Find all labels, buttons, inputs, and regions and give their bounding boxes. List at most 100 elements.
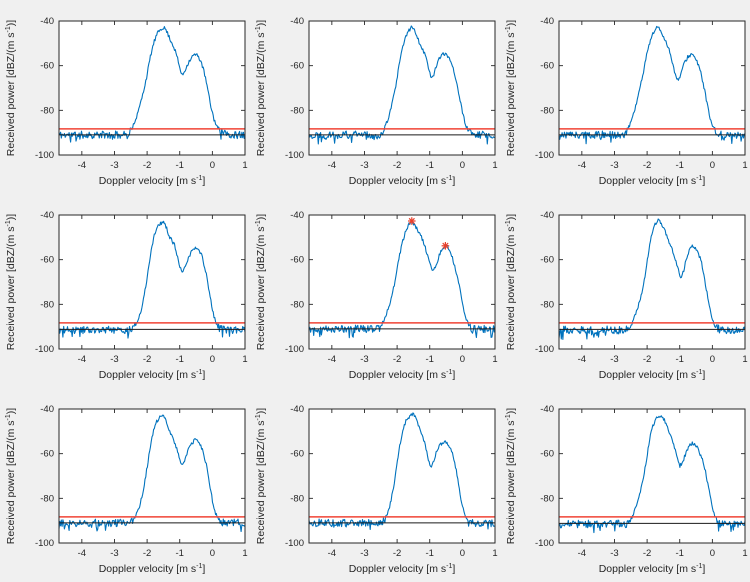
x-tick-label: -2 xyxy=(643,354,651,365)
axes-box xyxy=(558,20,746,156)
subplot-svg: -4 -3 -2 -1 0 1 -100 -80 -60 -40 Doppler velocity … xyxy=(255,16,498,187)
x-tick-label: -1 xyxy=(176,354,184,365)
y-tick-label: -100 xyxy=(285,150,304,161)
plot-area xyxy=(309,409,495,543)
axes-box xyxy=(58,20,246,156)
axes-box xyxy=(558,214,746,350)
x-tick-label: -4 xyxy=(328,160,336,171)
y-axis-label: Received power [dBZ/(m s-1)] xyxy=(255,20,267,156)
x-tick-label: -3 xyxy=(610,160,618,171)
x-tick-label: -3 xyxy=(110,354,118,365)
x-tick-label: -4 xyxy=(78,548,86,559)
x-axis-label: Doppler velocity [m s-1] xyxy=(349,563,456,575)
subplot-r1c2: -4 -3 -2 -1 0 1 -100 -80 -60 -40 Doppler velocity … xyxy=(250,0,500,194)
plot-area xyxy=(59,21,245,155)
x-tick-label: 1 xyxy=(742,354,747,365)
y-tick-label: -60 xyxy=(540,255,554,266)
x-tick-label: -1 xyxy=(676,354,684,365)
x-tick-label: 0 xyxy=(710,160,715,171)
y-tick-label: -40 xyxy=(40,210,54,221)
y-tick-label: -80 xyxy=(290,493,304,504)
x-tick-label: -4 xyxy=(78,160,86,171)
axes-box xyxy=(308,408,496,544)
y-tick-label: -60 xyxy=(540,61,554,72)
x-axis-label: Doppler velocity [m s-1] xyxy=(599,563,706,575)
x-tick-label: -1 xyxy=(176,160,184,171)
y-tick-label: -100 xyxy=(535,538,554,549)
axes-box xyxy=(58,408,246,544)
subplot-r3c2: -4 -3 -2 -1 0 1 -100 -80 -60 -40 Doppler velocity … xyxy=(250,388,500,582)
y-axis-label: Received power [dBZ/(m s-1)] xyxy=(505,20,517,156)
subplot-svg: -4 -3 -2 -1 0 1 -100 -80 -60 -40 Doppler velocity … xyxy=(5,210,248,381)
x-tick-label: -3 xyxy=(610,354,618,365)
y-tick-label: -40 xyxy=(40,16,54,27)
x-tick-label: -1 xyxy=(176,548,184,559)
x-axis-label: Doppler velocity [m s-1] xyxy=(599,175,706,187)
y-tick-label: -60 xyxy=(40,255,54,266)
spectrum-line xyxy=(308,220,496,339)
x-tick-label: 0 xyxy=(460,160,465,171)
y-tick-label: -100 xyxy=(535,344,554,355)
x-tick-label: -1 xyxy=(426,354,434,365)
y-tick-label: -80 xyxy=(540,299,554,310)
subplot-svg: -4 -3 -2 -1 0 1 -100 -80 -60 -40 Doppler velocity … xyxy=(5,16,248,187)
y-tick-label: -60 xyxy=(40,61,54,72)
subplot-r1c3: -4 -3 -2 -1 0 1 -100 -80 -60 -40 Doppler velocity … xyxy=(500,0,750,194)
x-tick-label: 0 xyxy=(460,548,465,559)
subplot-r2c2: -4 -3 -2 -1 0 1 -100 -80 -60 -40 Doppler velocity … xyxy=(250,194,500,388)
x-tick-label: -3 xyxy=(360,548,368,559)
subplot-r3c1: -4 -3 -2 -1 0 1 -100 -80 -60 -40 Doppler velocity … xyxy=(0,388,250,582)
x-tick-label: -4 xyxy=(328,354,336,365)
axes-box xyxy=(58,214,246,350)
peak-marker xyxy=(441,241,450,250)
y-tick-label: -100 xyxy=(285,344,304,355)
y-tick-label: -100 xyxy=(285,538,304,549)
plot-area xyxy=(59,409,245,543)
spectrum-line xyxy=(58,414,246,533)
subplot-svg: -4 -3 -2 -1 0 1 -100 -80 -60 -40 Doppler velocity … xyxy=(5,404,248,575)
x-tick-label: -2 xyxy=(393,354,401,365)
plot-area xyxy=(559,21,745,155)
y-tick-label: -40 xyxy=(540,210,554,221)
x-tick-label: -3 xyxy=(360,160,368,171)
x-tick-label: 0 xyxy=(460,354,465,365)
x-tick-label: -2 xyxy=(393,160,401,171)
subplot-svg: -4 -3 -2 -1 0 1 -100 -80 -60 -40 Doppler velocity … xyxy=(505,16,748,187)
subplot-r2c3: -4 -3 -2 -1 0 1 -100 -80 -60 -40 Doppler velocity … xyxy=(500,194,750,388)
x-tick-label: 1 xyxy=(742,160,747,171)
subplot-r2c1: -4 -3 -2 -1 0 1 -100 -80 -60 -40 Doppler velocity … xyxy=(0,194,250,388)
y-axis-label: Received power [dBZ/(m s-1)] xyxy=(255,408,267,544)
x-tick-label: 0 xyxy=(210,160,215,171)
x-axis-label: Doppler velocity [m s-1] xyxy=(599,369,706,381)
x-tick-label: 1 xyxy=(242,354,247,365)
x-tick-label: -2 xyxy=(143,354,151,365)
x-tick-label: -1 xyxy=(676,548,684,559)
spectrum-line xyxy=(308,412,496,531)
spectrum-line xyxy=(58,26,246,143)
plot-area xyxy=(309,215,495,349)
spectrum-line xyxy=(558,218,746,340)
x-tick-label: -2 xyxy=(143,548,151,559)
x-tick-label: -2 xyxy=(643,548,651,559)
x-tick-label: -4 xyxy=(328,548,336,559)
x-tick-label: -4 xyxy=(78,354,86,365)
y-tick-label: -80 xyxy=(290,105,304,116)
x-tick-label: -3 xyxy=(110,548,118,559)
axes-box xyxy=(308,20,496,156)
x-tick-label: 1 xyxy=(742,548,747,559)
subplot-r1c1: -4 -3 -2 -1 0 1 -100 -80 -60 -40 Doppler velocity … xyxy=(0,0,250,194)
x-tick-label: -3 xyxy=(360,354,368,365)
x-axis-label: Doppler velocity [m s-1] xyxy=(349,369,456,381)
y-tick-label: -100 xyxy=(35,150,54,161)
y-tick-label: -60 xyxy=(290,61,304,72)
y-tick-label: -100 xyxy=(535,150,554,161)
y-tick-label: -80 xyxy=(40,299,54,310)
x-tick-label: -1 xyxy=(676,160,684,171)
axes-box xyxy=(558,408,746,544)
x-tick-label: 1 xyxy=(242,548,247,559)
y-tick-label: -40 xyxy=(290,404,304,415)
x-tick-label: -4 xyxy=(578,160,586,171)
y-tick-label: -60 xyxy=(290,255,304,266)
y-axis-label: Received power [dBZ/(m s-1)] xyxy=(5,20,17,156)
